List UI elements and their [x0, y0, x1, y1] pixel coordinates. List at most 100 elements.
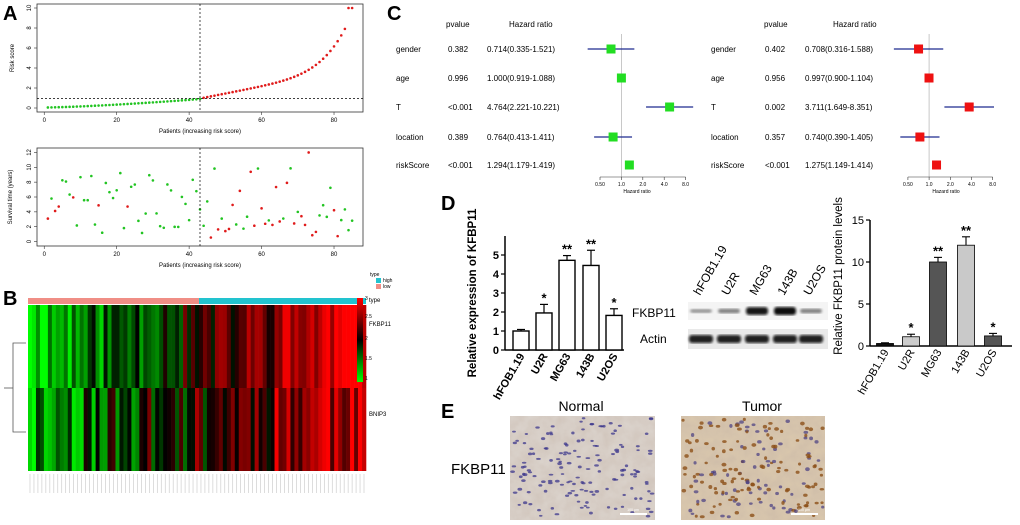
survival-point — [61, 178, 64, 182]
uni-xlabel: Hazard ratio — [623, 189, 650, 195]
heatmap-cell — [218, 305, 224, 388]
panel-label-d: D — [441, 193, 455, 215]
nucleus — [613, 429, 617, 433]
nucleus — [518, 475, 523, 479]
row-pvalue: <0.001 — [448, 103, 473, 112]
nucleus — [732, 488, 737, 492]
heatmap-cell — [310, 305, 315, 388]
nucleus — [715, 454, 719, 458]
blot-band-fkbp11 — [774, 307, 796, 315]
y-tick-label: 12 — [27, 148, 33, 155]
y-tick-label: 0 — [27, 106, 33, 110]
nucleus — [694, 439, 699, 443]
ihc-row-label: FKBP11 — [451, 461, 506, 478]
nucleus — [816, 459, 821, 462]
heatmap-cell — [47, 388, 53, 471]
survival-point — [209, 236, 213, 239]
risk-point — [53, 105, 57, 109]
survival-point — [82, 198, 86, 202]
nucleus — [734, 423, 740, 428]
heatmap-cell — [310, 388, 315, 471]
nucleus — [575, 476, 580, 479]
nucleus — [766, 463, 770, 467]
nucleus — [577, 465, 582, 469]
heatmap-cell — [290, 305, 295, 388]
nucleus — [581, 428, 585, 431]
heatmap-cell — [350, 305, 355, 388]
risk-point — [115, 103, 118, 106]
risk-point — [256, 85, 260, 89]
risk-point — [336, 39, 339, 43]
legend-high-swatch — [376, 278, 381, 283]
risk-point — [180, 99, 184, 102]
qpcr-ytick-label: 1 — [493, 326, 499, 338]
nucleus — [740, 477, 745, 481]
nucleus — [522, 501, 528, 505]
risk-point — [126, 102, 129, 106]
nucleus — [644, 482, 649, 485]
nucleus — [540, 437, 546, 441]
heatmap-cell — [155, 388, 160, 471]
heatmap-cell — [59, 305, 65, 388]
nucleus — [711, 446, 716, 451]
nucleus — [522, 441, 527, 445]
survival-point — [245, 215, 249, 218]
nucleus — [568, 480, 573, 483]
nucleus — [527, 471, 533, 474]
forest-plot-univariate: pvalue Hazard ratio gender 0.382 0.714(0.3… — [396, 20, 694, 195]
heatmap-cell — [171, 388, 176, 471]
risk-point — [86, 104, 90, 108]
row-name: riskScore — [711, 161, 745, 170]
nucleus — [804, 484, 810, 488]
nucleus — [796, 505, 802, 510]
nucleus — [682, 466, 688, 470]
nucleus — [649, 492, 655, 495]
blot-lane-label: U2R — [718, 269, 742, 297]
legend-low-swatch — [376, 284, 381, 289]
nucleus — [589, 423, 594, 426]
nucleus — [579, 506, 584, 509]
nucleus — [821, 505, 825, 509]
qpcr-bar — [558, 259, 576, 351]
heatmap-cell — [87, 388, 92, 471]
risk-point — [282, 79, 285, 82]
risk-point — [90, 104, 93, 108]
nucleus — [585, 468, 591, 470]
nucleus — [570, 489, 576, 492]
survival-point — [176, 225, 180, 229]
risk-score-plot: 0 20 40 60 80 0 2 4 6 8 10 Risk score Patients (in… — [10, 3, 364, 135]
y-tick-label: 4 — [27, 66, 33, 70]
nucleus — [563, 442, 568, 446]
survival-point — [57, 205, 61, 208]
risk-point — [61, 105, 64, 109]
survival-point — [350, 219, 354, 222]
axis-tick-label: 2.0 — [639, 182, 646, 188]
heatmap-cell — [230, 305, 236, 388]
heatmap-cell — [47, 305, 53, 388]
heatmap-cell — [270, 305, 275, 388]
row-hr-text: 0.708(0.316-1.588) — [805, 45, 873, 54]
heatmap-cell — [198, 305, 204, 388]
blot-lane-label: U2OS — [800, 262, 828, 297]
nucleus — [699, 421, 704, 425]
nucleus — [620, 505, 625, 508]
nucleus — [739, 420, 744, 424]
heatmap-cell — [83, 388, 88, 471]
nucleus — [729, 448, 734, 452]
survival-point — [86, 198, 90, 202]
heatmap-cell — [63, 305, 69, 388]
survival-point — [180, 195, 184, 199]
row-pvalue: 0.996 — [448, 74, 469, 83]
row-hr-text: 3.711(1.649-8.351) — [805, 103, 873, 112]
row-hr-text: 4.764(2.221-10.221) — [487, 103, 560, 112]
nucleus — [805, 453, 811, 457]
axis-tick-label: 0.50 — [903, 182, 913, 188]
risk-point — [79, 105, 82, 108]
row-name: age — [711, 74, 725, 83]
protein-bar — [957, 244, 975, 347]
nucleus — [647, 449, 653, 452]
risk-point — [187, 98, 191, 102]
survival-point — [50, 197, 53, 200]
heatmap-cell — [274, 388, 279, 471]
blot-lane-label: 143B — [774, 266, 800, 297]
